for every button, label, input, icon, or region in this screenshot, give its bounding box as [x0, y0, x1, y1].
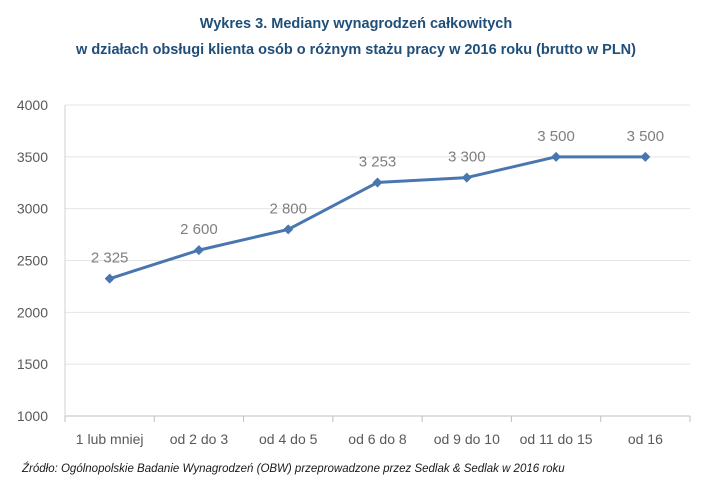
x-tick-label: 1 lub mniej — [76, 431, 144, 447]
y-tick-label: 1000 — [17, 408, 48, 424]
y-tick-label: 2500 — [17, 253, 48, 269]
data-point-marker — [551, 151, 562, 162]
data-point-marker — [283, 224, 294, 235]
y-tick-label: 3500 — [17, 149, 48, 165]
data-point-marker — [193, 245, 204, 256]
data-label: 3 500 — [627, 128, 665, 145]
data-label: 2 325 — [91, 250, 129, 267]
y-tick-label: 3000 — [17, 201, 48, 217]
data-point-marker — [104, 273, 115, 284]
chart-title-line2: w działach obsługi klienta osób o różnym… — [76, 42, 636, 58]
source-note: Źródło: Ogólnopolskie Badanie Wynagrodze… — [22, 463, 565, 475]
data-point-marker — [461, 172, 472, 183]
y-tick-label: 2000 — [17, 304, 48, 320]
data-label: 3 500 — [537, 128, 575, 145]
y-tick-label: 4000 — [17, 97, 48, 113]
x-tick-label: od 4 do 5 — [259, 431, 318, 447]
x-tick-label: od 16 — [628, 431, 663, 447]
x-tick-label: od 2 do 3 — [170, 431, 229, 447]
x-tick-label: od 9 do 10 — [434, 431, 500, 447]
y-tick-label: 1500 — [17, 356, 48, 372]
data-point-marker — [372, 177, 383, 188]
x-tick-label: od 6 do 8 — [348, 431, 407, 447]
data-label: 2 600 — [180, 221, 218, 238]
data-label: 2 800 — [269, 200, 307, 217]
data-label: 3 253 — [359, 153, 397, 170]
data-point-marker — [640, 151, 651, 162]
chart-title-line1: Wykres 3. Mediany wynagrodzeń całkowityc… — [199, 16, 513, 32]
data-label: 3 300 — [448, 149, 486, 166]
x-tick-label: od 11 do 15 — [520, 431, 593, 447]
